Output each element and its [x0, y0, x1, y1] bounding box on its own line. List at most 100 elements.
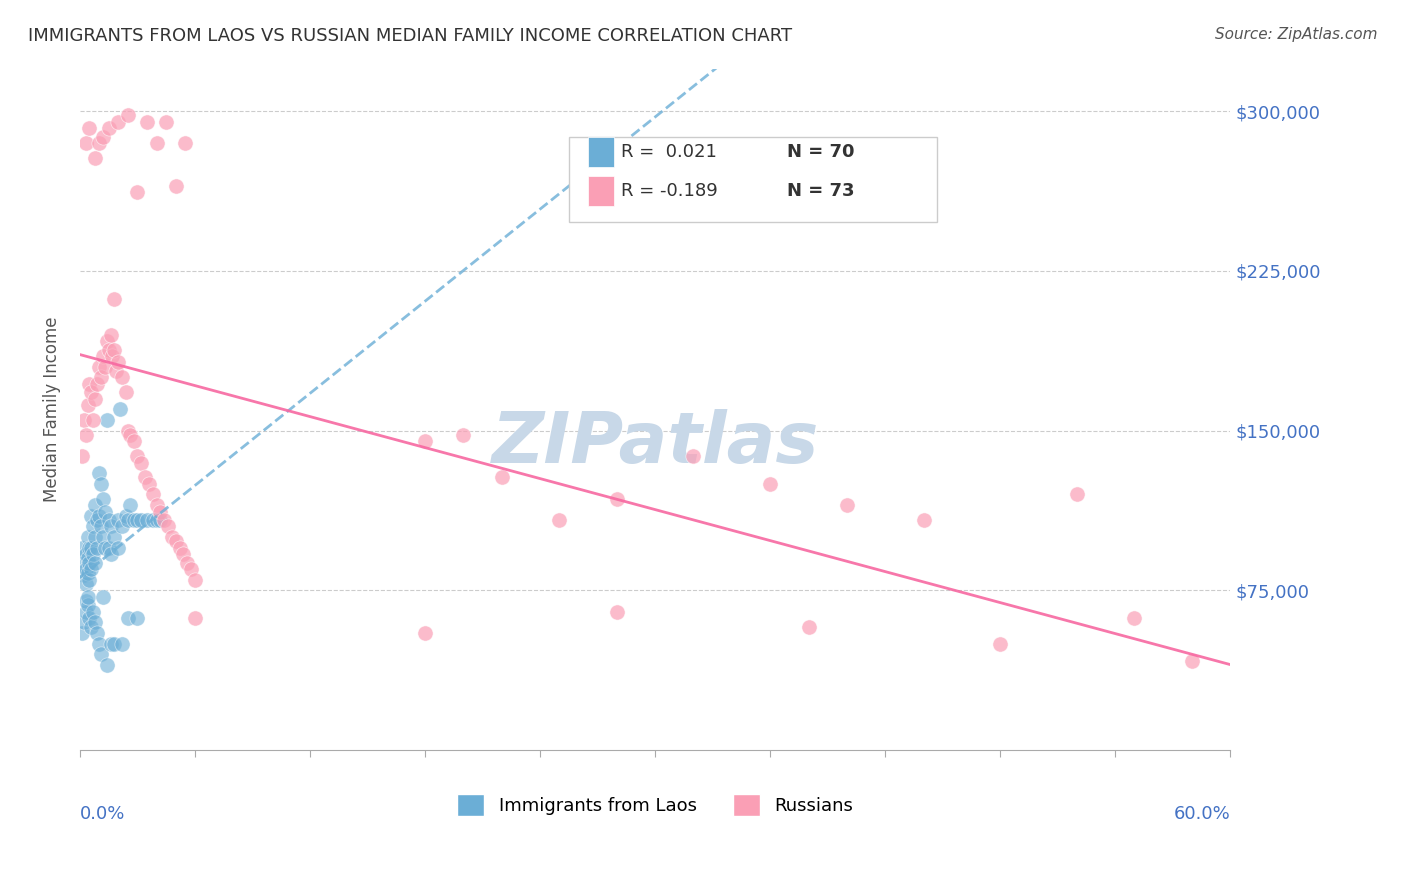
- Point: [80, 619, 103, 633]
- Point: [79, 556, 101, 570]
- Point: [91, 129, 114, 144]
- Point: [84, 615, 107, 630]
- Point: [101, 349, 124, 363]
- Point: [96, 657, 118, 672]
- Point: [413, 626, 436, 640]
- Point: [797, 619, 820, 633]
- Point: [169, 541, 191, 555]
- Point: [835, 498, 858, 512]
- Point: [453, 428, 475, 442]
- Point: [759, 476, 782, 491]
- Point: [165, 534, 187, 549]
- Text: Source: ZipAtlas.com: Source: ZipAtlas.com: [1215, 27, 1378, 42]
- Point: [100, 637, 122, 651]
- Point: [172, 547, 194, 561]
- Point: [100, 519, 122, 533]
- Point: [70, 626, 93, 640]
- Point: [84, 151, 107, 165]
- Point: [91, 590, 114, 604]
- Point: [145, 136, 167, 150]
- Text: N = 70: N = 70: [787, 143, 855, 161]
- Point: [103, 637, 125, 651]
- Point: [155, 115, 177, 129]
- Point: [127, 185, 149, 199]
- Point: [142, 487, 165, 501]
- Point: [103, 343, 125, 357]
- Point: [118, 498, 141, 512]
- Point: [91, 349, 114, 363]
- Point: [75, 577, 97, 591]
- Point: [76, 599, 98, 613]
- Point: [136, 115, 159, 129]
- Point: [97, 121, 120, 136]
- Point: [80, 385, 103, 400]
- Point: [82, 519, 104, 533]
- Point: [79, 573, 101, 587]
- Point: [73, 615, 96, 630]
- Point: [103, 292, 125, 306]
- Point: [84, 392, 107, 406]
- Point: [107, 115, 129, 129]
- Point: [107, 541, 129, 555]
- Point: [606, 491, 628, 506]
- Point: [79, 121, 101, 136]
- Point: [117, 513, 139, 527]
- Point: [90, 370, 112, 384]
- Point: [100, 327, 122, 342]
- Point: [105, 364, 128, 378]
- Point: [153, 513, 176, 527]
- Point: [91, 491, 114, 506]
- Point: [129, 456, 152, 470]
- Point: [86, 626, 108, 640]
- Point: [75, 547, 97, 561]
- Point: [79, 376, 101, 391]
- Text: ZIPatlas: ZIPatlas: [492, 409, 818, 478]
- Text: N = 73: N = 73: [787, 182, 855, 200]
- Point: [79, 611, 101, 625]
- Point: [82, 605, 104, 619]
- Point: [94, 504, 117, 518]
- Point: [97, 541, 120, 555]
- Legend: Immigrants from Laos, Russians: Immigrants from Laos, Russians: [450, 787, 860, 822]
- Point: [76, 530, 98, 544]
- Point: [138, 476, 160, 491]
- Point: [80, 541, 103, 555]
- Point: [87, 637, 110, 651]
- Point: [108, 402, 131, 417]
- Point: [97, 513, 120, 527]
- Point: [76, 551, 98, 566]
- Y-axis label: Median Family Income: Median Family Income: [44, 317, 60, 502]
- Point: [87, 359, 110, 374]
- Point: [127, 611, 149, 625]
- Point: [82, 413, 104, 427]
- Point: [176, 556, 198, 570]
- Point: [80, 508, 103, 523]
- Point: [134, 470, 156, 484]
- Point: [94, 541, 117, 555]
- Point: [149, 513, 172, 527]
- Point: [84, 498, 107, 512]
- Point: [97, 343, 120, 357]
- Point: [122, 513, 145, 527]
- Point: [96, 334, 118, 348]
- Point: [413, 434, 436, 449]
- Point: [136, 513, 159, 527]
- Point: [548, 513, 571, 527]
- Point: [86, 513, 108, 527]
- Point: [184, 573, 207, 587]
- Point: [127, 513, 149, 527]
- Point: [73, 568, 96, 582]
- Point: [75, 136, 97, 150]
- Point: [180, 562, 202, 576]
- Point: [115, 508, 138, 523]
- Point: [76, 398, 98, 412]
- Point: [127, 449, 149, 463]
- Point: [107, 513, 129, 527]
- Point: [145, 498, 167, 512]
- Point: [103, 530, 125, 544]
- Point: [80, 562, 103, 576]
- Point: [160, 530, 183, 544]
- Point: [70, 449, 93, 463]
- Point: [117, 611, 139, 625]
- Bar: [588, 136, 613, 168]
